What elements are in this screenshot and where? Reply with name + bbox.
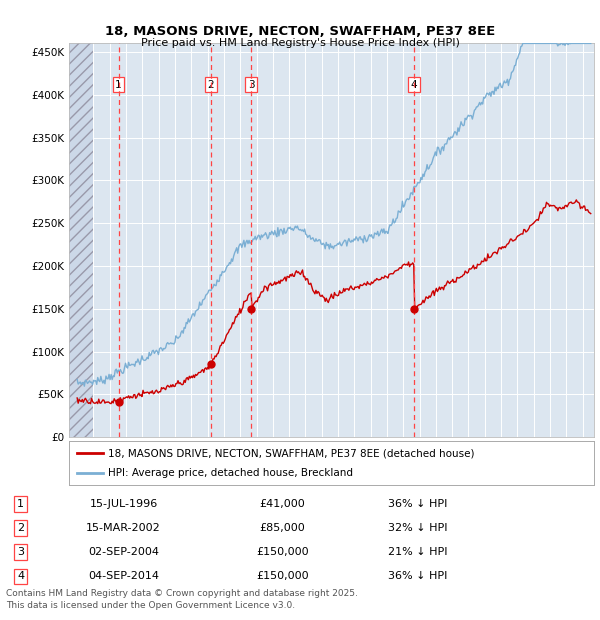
Text: 02-SEP-2004: 02-SEP-2004 xyxy=(88,547,159,557)
Text: £150,000: £150,000 xyxy=(256,571,308,582)
Bar xyxy=(69,43,94,437)
Text: £85,000: £85,000 xyxy=(259,523,305,533)
Text: 3: 3 xyxy=(248,80,254,90)
Text: 2: 2 xyxy=(208,80,214,90)
Text: Price paid vs. HM Land Registry's House Price Index (HPI): Price paid vs. HM Land Registry's House … xyxy=(140,38,460,48)
Text: 18, MASONS DRIVE, NECTON, SWAFFHAM, PE37 8EE: 18, MASONS DRIVE, NECTON, SWAFFHAM, PE37… xyxy=(105,25,495,38)
Text: 4: 4 xyxy=(17,571,24,582)
Text: 04-SEP-2014: 04-SEP-2014 xyxy=(88,571,159,582)
Text: 15-MAR-2002: 15-MAR-2002 xyxy=(86,523,161,533)
Text: Contains HM Land Registry data © Crown copyright and database right 2025.: Contains HM Land Registry data © Crown c… xyxy=(6,589,358,598)
Text: This data is licensed under the Open Government Licence v3.0.: This data is licensed under the Open Gov… xyxy=(6,601,295,611)
Text: 3: 3 xyxy=(17,547,24,557)
Text: £150,000: £150,000 xyxy=(256,547,308,557)
Text: 21% ↓ HPI: 21% ↓ HPI xyxy=(388,547,448,557)
Text: 1: 1 xyxy=(17,499,24,509)
Text: £41,000: £41,000 xyxy=(259,499,305,509)
Text: 4: 4 xyxy=(411,80,418,90)
Text: 32% ↓ HPI: 32% ↓ HPI xyxy=(388,523,448,533)
Text: 36% ↓ HPI: 36% ↓ HPI xyxy=(388,571,447,582)
Text: 18, MASONS DRIVE, NECTON, SWAFFHAM, PE37 8EE (detached house): 18, MASONS DRIVE, NECTON, SWAFFHAM, PE37… xyxy=(109,448,475,458)
Text: 1: 1 xyxy=(115,80,122,90)
Text: 36% ↓ HPI: 36% ↓ HPI xyxy=(388,499,447,509)
Text: HPI: Average price, detached house, Breckland: HPI: Average price, detached house, Brec… xyxy=(109,468,353,478)
Text: 15-JUL-1996: 15-JUL-1996 xyxy=(89,499,158,509)
Text: 2: 2 xyxy=(17,523,24,533)
